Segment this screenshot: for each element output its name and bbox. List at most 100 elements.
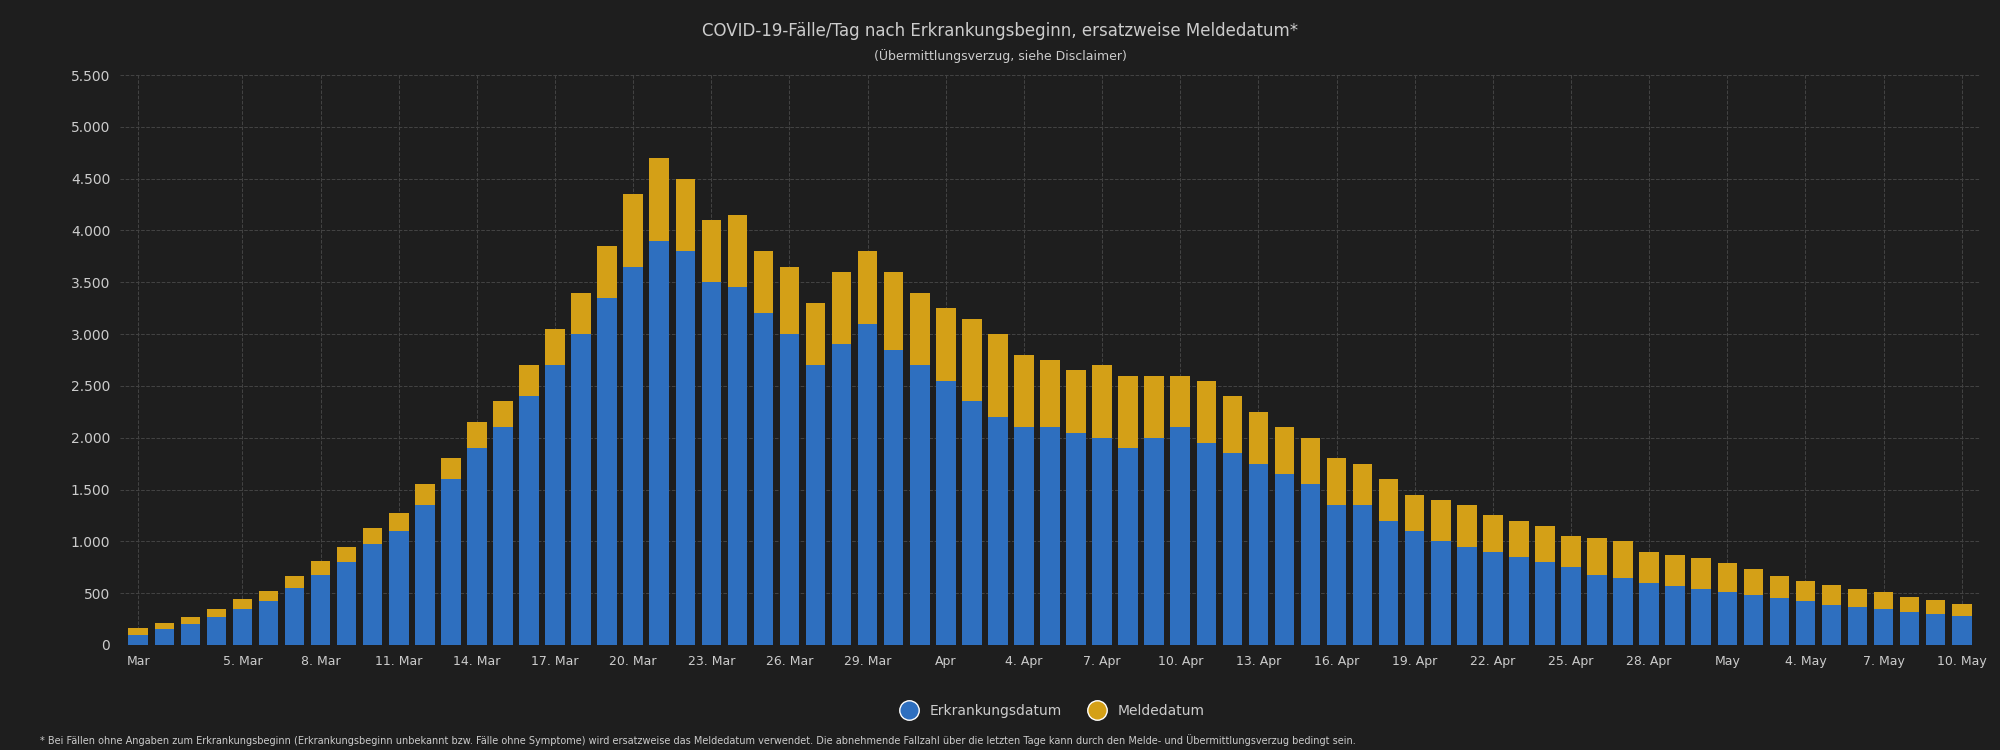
Bar [806, 303, 826, 645]
Bar [494, 401, 512, 645]
Bar [180, 617, 200, 645]
Bar [1458, 505, 1476, 645]
Bar [1562, 567, 1580, 645]
Bar [468, 422, 486, 645]
Bar [1848, 607, 1868, 645]
Bar [206, 617, 226, 645]
Bar [1614, 578, 1632, 645]
Bar [442, 458, 460, 645]
Bar [1458, 547, 1476, 645]
Bar [1900, 597, 1920, 645]
Bar [884, 350, 904, 645]
Bar [988, 334, 1008, 645]
Bar [1770, 598, 1790, 645]
Bar [258, 602, 278, 645]
Bar [1926, 614, 1946, 645]
Bar [1144, 376, 1164, 645]
Bar [284, 588, 304, 645]
Bar [1614, 542, 1632, 645]
Bar [936, 308, 956, 645]
Bar [702, 220, 722, 645]
Bar [728, 287, 748, 645]
Bar [1536, 562, 1554, 645]
Bar [416, 505, 434, 645]
Bar [1404, 531, 1424, 645]
Bar [832, 272, 852, 645]
Bar [1874, 609, 1894, 645]
Bar [728, 215, 748, 645]
Bar [1796, 602, 1816, 645]
Bar [1952, 616, 1972, 645]
Bar [310, 561, 330, 645]
Bar [180, 624, 200, 645]
Bar [1040, 360, 1060, 645]
Bar [1900, 612, 1920, 645]
Bar [1300, 438, 1320, 645]
Bar [1718, 592, 1738, 645]
Bar [1822, 604, 1842, 645]
Bar [1430, 500, 1450, 645]
Bar [1118, 448, 1138, 645]
Bar [362, 528, 382, 645]
Bar [442, 479, 460, 645]
Bar [1274, 427, 1294, 645]
Bar [1066, 370, 1086, 645]
Bar [1326, 505, 1346, 645]
Bar [832, 344, 852, 645]
Bar [1718, 563, 1738, 645]
Bar [310, 574, 330, 645]
Bar [1352, 464, 1372, 645]
Bar [754, 314, 774, 645]
Bar [780, 334, 800, 645]
Bar [1430, 542, 1450, 645]
Bar [702, 282, 722, 645]
Bar [806, 365, 826, 645]
Bar [336, 547, 356, 645]
Bar [1144, 438, 1164, 645]
Bar [1196, 381, 1216, 645]
Bar [1562, 536, 1580, 645]
Bar [988, 417, 1008, 645]
Bar [650, 241, 670, 645]
Bar [1484, 552, 1502, 645]
Bar [936, 381, 956, 645]
Bar [1196, 443, 1216, 645]
Text: (Übermittlungsverzug, siehe Disclaimer): (Übermittlungsverzug, siehe Disclaimer) [874, 49, 1126, 63]
Bar [1378, 520, 1398, 645]
Bar [962, 401, 982, 645]
Bar [546, 329, 564, 645]
Bar [362, 544, 382, 645]
Bar [1170, 427, 1190, 645]
Bar [1040, 427, 1060, 645]
Bar [468, 448, 486, 645]
Bar [1770, 575, 1790, 645]
Bar [1248, 412, 1268, 645]
Bar [1536, 526, 1554, 645]
Bar [1484, 515, 1502, 645]
Bar [1092, 365, 1112, 645]
Bar [1874, 592, 1894, 645]
Bar [1014, 355, 1034, 645]
Bar [884, 272, 904, 645]
Bar [650, 158, 670, 645]
Bar [232, 609, 252, 645]
Bar [1248, 464, 1268, 645]
Bar [1796, 580, 1816, 645]
Bar [572, 292, 590, 645]
Bar [1352, 505, 1372, 645]
Bar [520, 396, 538, 645]
Bar [1744, 569, 1764, 645]
Bar [1588, 574, 1606, 645]
Bar [676, 178, 696, 645]
Bar [676, 251, 696, 645]
Bar [416, 484, 434, 645]
Bar [598, 298, 616, 645]
Bar [206, 609, 226, 645]
Text: COVID-19-Fälle/Tag nach Erkrankungsbeginn, ersatzweise Meldedatum*: COVID-19-Fälle/Tag nach Erkrankungsbegin… [702, 22, 1298, 40]
Bar [1222, 396, 1242, 645]
Bar [284, 575, 304, 645]
Bar [1274, 474, 1294, 645]
Bar [858, 251, 878, 645]
Bar [1222, 453, 1242, 645]
Bar [1666, 555, 1684, 645]
